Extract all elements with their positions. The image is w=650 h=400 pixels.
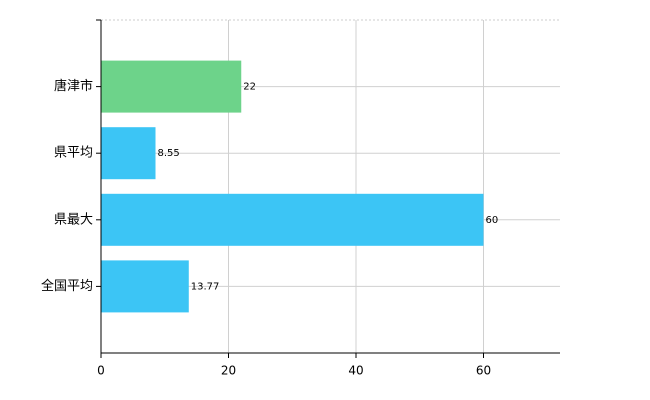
y-tick-label: 県平均 — [54, 146, 93, 161]
bar — [101, 127, 156, 180]
bar — [101, 60, 242, 113]
y-tick-label: 唐津市 — [54, 78, 93, 94]
data-label: 22 — [243, 82, 256, 93]
data-label: 8.55 — [158, 148, 180, 159]
x-tick-label: 0 — [97, 364, 105, 378]
bar — [101, 193, 484, 246]
data-label: 13.77 — [191, 281, 220, 292]
x-tick-label: 60 — [476, 364, 491, 378]
y-tick-label: 県最大 — [54, 212, 93, 227]
bar — [101, 260, 189, 313]
y-tick-label: 全国平均 — [41, 278, 93, 294]
x-tick-label: 20 — [221, 364, 236, 378]
x-tick-label: 40 — [348, 364, 363, 378]
data-label: 60 — [486, 215, 499, 226]
